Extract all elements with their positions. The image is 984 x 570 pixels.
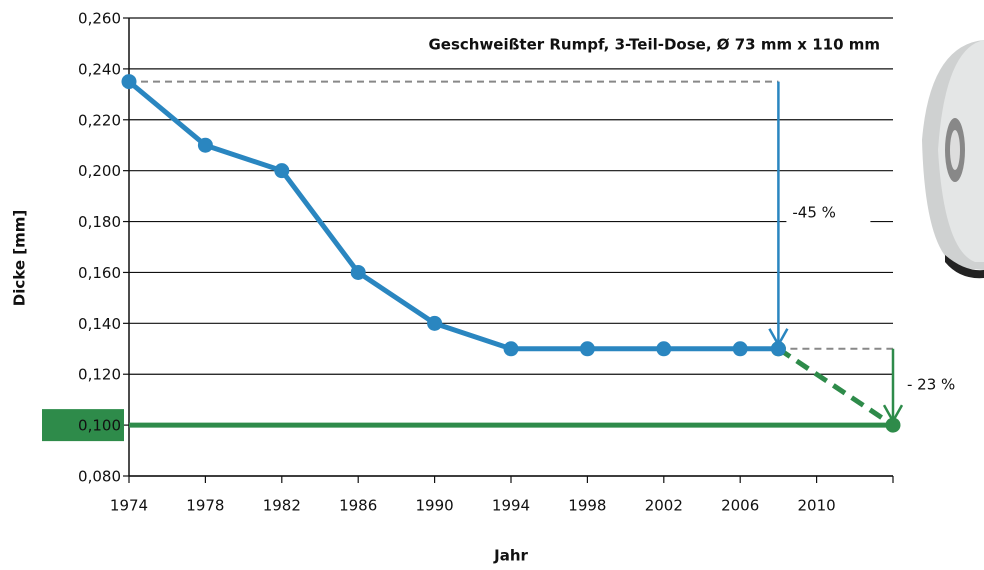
x-tick-label: 2010	[798, 497, 836, 515]
y-tick-label: 0,120	[78, 366, 121, 384]
marker	[580, 341, 595, 356]
marker	[198, 138, 213, 153]
x-tick-label: 1974	[110, 497, 148, 515]
x-tick-label: 1978	[186, 497, 224, 515]
x-tick-label: 1994	[492, 497, 530, 515]
y-tick-label: 0,180	[78, 213, 121, 231]
x-tick-label: 1990	[416, 497, 454, 515]
coil-image	[922, 40, 984, 278]
y-tick-label: 0,240	[78, 60, 121, 78]
x-tick-label: 1982	[263, 497, 301, 515]
chart-title: Geschweißter Rumpf, 3-Teil-Dose, Ø 73 mm…	[428, 36, 880, 54]
x-tick-label: 1998	[568, 497, 606, 515]
marker	[427, 316, 442, 331]
marker	[504, 341, 519, 356]
marker	[351, 265, 366, 280]
y-tick-label: 0,140	[78, 315, 121, 333]
line	[778, 349, 893, 425]
x-tick-label: 2006	[721, 497, 759, 515]
marker	[274, 163, 289, 178]
y-tick-label: 0,100	[78, 417, 121, 435]
x-tick-label: 1986	[339, 497, 377, 515]
x-tick-label: 2002	[645, 497, 683, 515]
annotation: -45 %	[792, 204, 836, 222]
y-axis-label: Dicke [mm]	[11, 210, 29, 306]
y-tick-label: 0,080	[78, 468, 121, 486]
chart: Dicke [mm] Jahr 0,080 0,100 0,120 0,140 0,16…	[0, 0, 984, 570]
x-axis-label: Jahr	[493, 547, 528, 565]
annotation: - 23 %	[907, 375, 955, 393]
y-tick-label: 0,200	[78, 162, 121, 180]
marker	[656, 341, 671, 356]
marker	[733, 341, 748, 356]
marker	[122, 74, 137, 89]
y-tick-label: 0,220	[78, 111, 121, 129]
line	[129, 82, 778, 349]
y-tick-label: 0,160	[78, 264, 121, 282]
y-tick-label: 0,260	[78, 10, 121, 28]
